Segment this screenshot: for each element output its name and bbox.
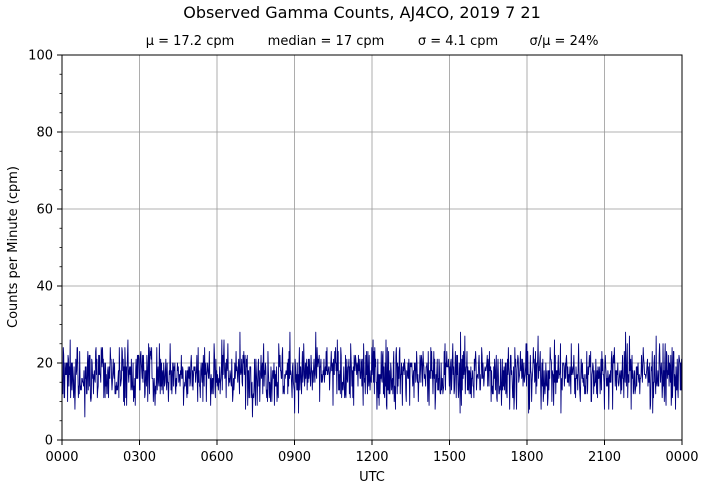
y-tick-label: 0 — [45, 434, 53, 449]
x-tick-label: 2100 — [588, 450, 621, 465]
x-tick-label: 0000 — [45, 450, 78, 465]
x-tick-label: 0000 — [665, 450, 698, 465]
x-axis-label: UTC — [359, 470, 385, 485]
series-line — [61, 331, 683, 418]
y-axis-label: Counts per Minute (cpm) — [6, 166, 21, 328]
subtitle-ratio: σ/μ = 24% — [530, 34, 599, 49]
y-axis: 0 20 40 60 80 100 — [28, 49, 62, 449]
x-axis: 0000 0300 0600 0900 1200 1500 1800 2100 0000 — [45, 440, 699, 465]
y-tick-label: 40 — [36, 280, 53, 295]
y-tick-label: 20 — [36, 357, 53, 372]
x-tick-label: 1500 — [433, 450, 466, 465]
subtitle-stdev: σ = 4.1 cpm — [418, 34, 498, 49]
y-tick-label: 80 — [36, 126, 53, 141]
x-tick-label: 1800 — [510, 450, 543, 465]
series-0-line — [61, 331, 683, 418]
x-tick-label: 0900 — [278, 450, 311, 465]
subtitle-mean: μ = 17.2 cpm — [146, 34, 235, 49]
x-tick-label: 1200 — [355, 450, 388, 465]
chart-title: Observed Gamma Counts, AJ4CO, 2019 7 21 — [183, 3, 541, 22]
x-tick-label: 0600 — [200, 450, 233, 465]
x-tick-label: 0300 — [123, 450, 156, 465]
y-tick-label: 60 — [36, 203, 53, 218]
subtitle-median: median = 17 cpm — [268, 34, 385, 49]
y-tick-label: 100 — [28, 49, 53, 64]
grid-lines — [62, 54, 682, 441]
